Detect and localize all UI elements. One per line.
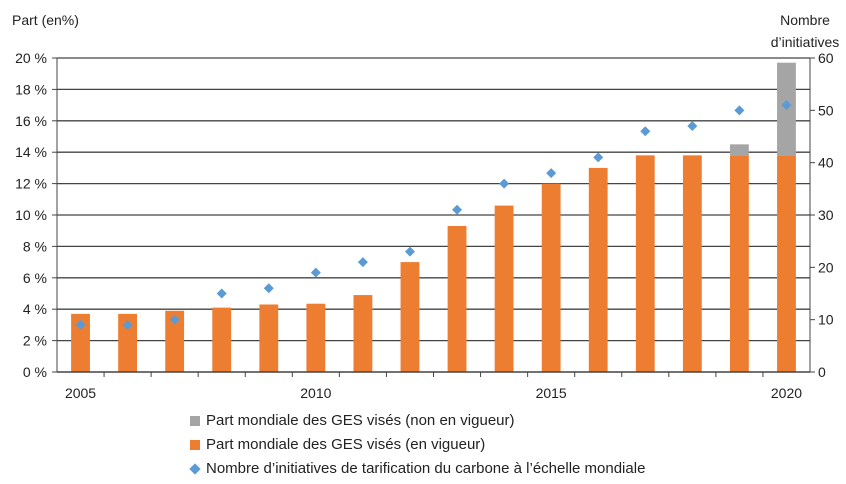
y-tick-label: 20 % <box>15 50 47 66</box>
legend-swatch <box>190 439 200 450</box>
initiatives-point <box>357 257 368 268</box>
y-tick-label: 2 % <box>23 333 47 349</box>
y-tick-label: 18 % <box>15 81 47 97</box>
bar-in-force <box>635 155 655 372</box>
x-tick-label: 2005 <box>65 385 96 401</box>
bar-not-in-force <box>729 144 749 156</box>
x-tick-label: 2015 <box>536 385 567 401</box>
y-tick-label: 14 % <box>15 144 47 160</box>
bar-in-force <box>494 205 514 372</box>
initiatives-point <box>169 314 180 325</box>
initiatives-point <box>216 288 227 299</box>
legend-item-not-in-force: Part mondiale des GES visés (non en vigu… <box>190 412 515 429</box>
initiatives-point <box>499 178 510 189</box>
initiatives-point <box>263 283 274 294</box>
legend-label: Part mondiale des GES visés (en vigueur) <box>206 436 486 453</box>
y-tick-label: 10 % <box>15 207 47 223</box>
y2-tick-label: 60 <box>818 50 834 66</box>
y-tick-label: 16 % <box>15 113 47 129</box>
initiatives-point <box>452 204 463 215</box>
legend-item-initiatives: Nombre d’initiatives de tarification du … <box>189 460 646 477</box>
bar-in-force <box>588 167 608 372</box>
legend-label: Nombre d’initiatives de tarification du … <box>206 460 646 477</box>
y2-tick-label: 40 <box>818 155 834 171</box>
initiatives-point <box>593 152 604 163</box>
legend-label: Part mondiale des GES visés (non en vigu… <box>206 412 515 429</box>
y2-tick-label: 0 <box>818 364 826 380</box>
y2-tick-label: 20 <box>818 259 834 275</box>
bar-in-force <box>71 313 90 372</box>
y-tick-label: 12 % <box>15 176 47 192</box>
y-tick-label: 4 % <box>23 301 47 317</box>
legend-item-in-force: Part mondiale des GES visés (en vigueur) <box>190 436 485 453</box>
initiatives-point <box>122 319 133 330</box>
y2-axis-title-line2: d’initiatives <box>771 34 839 50</box>
bar-in-force <box>541 183 561 372</box>
y-tick-label: 8 % <box>23 238 47 254</box>
x-tick-label: 2020 <box>771 385 802 401</box>
x-tick-label: 2010 <box>300 385 331 401</box>
legend-swatch <box>190 415 200 426</box>
initiatives-point <box>640 126 651 137</box>
chart-svg: Part (en%) Nombre d’initiatives 0 % 2 % 4 … <box>12 12 839 401</box>
y-axis-title: Part (en%) <box>12 12 79 28</box>
initiatives-point <box>687 121 698 132</box>
bar-in-force <box>682 155 702 372</box>
legend-diamond <box>189 462 201 475</box>
bar-in-force <box>729 155 749 372</box>
initiatives-point <box>404 246 415 257</box>
initiatives-point <box>546 168 557 179</box>
y2-tick-label: 30 <box>818 207 834 223</box>
y-tick-label: 6 % <box>23 270 47 286</box>
bar-in-force <box>447 225 467 372</box>
y2-tick-label: 10 <box>818 312 834 328</box>
bar-in-force <box>400 262 420 372</box>
bar-in-force <box>165 310 185 372</box>
initiatives-point <box>75 319 86 330</box>
y2-tick-label: 50 <box>818 102 834 118</box>
y-tick-label: 0 % <box>23 364 47 380</box>
bar-in-force <box>306 303 326 372</box>
bar-in-force <box>777 155 796 372</box>
bar-in-force <box>118 313 138 372</box>
bar-in-force <box>212 307 232 372</box>
initiatives-point <box>781 100 792 111</box>
initiatives-point <box>734 105 745 116</box>
y2-axis-title-line1: Nombre <box>780 12 830 28</box>
bar-in-force <box>259 304 279 372</box>
bar-in-force <box>353 295 373 372</box>
initiatives-point <box>310 267 321 278</box>
